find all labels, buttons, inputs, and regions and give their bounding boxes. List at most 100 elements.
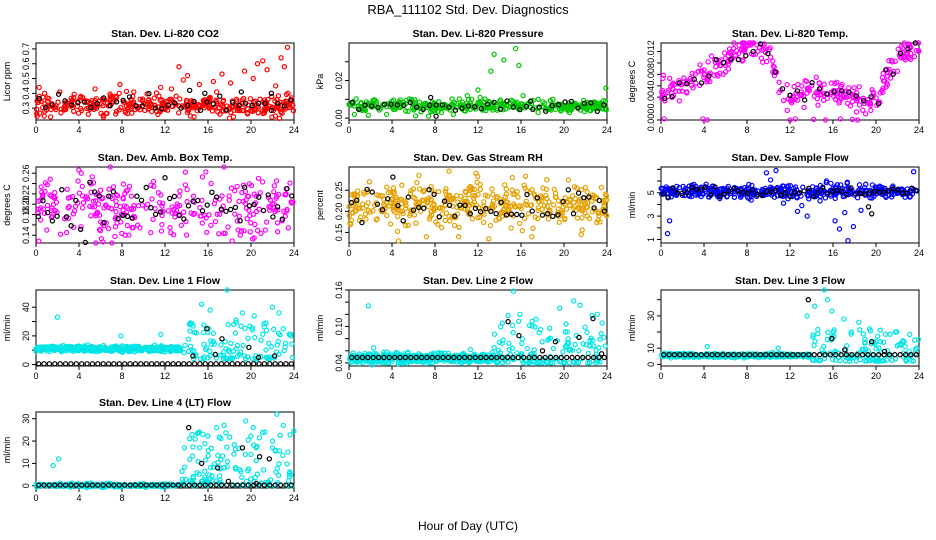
reference-point	[842, 347, 848, 353]
data-point	[865, 356, 872, 363]
reference-point	[824, 191, 831, 197]
reference-point	[542, 354, 548, 361]
data-point-outlier	[54, 314, 61, 320]
reference-point	[204, 202, 210, 208]
data-point	[580, 341, 586, 347]
reference-point	[143, 184, 149, 191]
data-point	[88, 213, 94, 219]
reference-point	[354, 354, 360, 361]
data-point	[603, 107, 610, 113]
data-point	[535, 109, 541, 116]
data-point	[139, 202, 146, 208]
data-point	[116, 344, 122, 351]
reference-point	[510, 354, 516, 361]
x-tick-label: 0	[658, 371, 663, 381]
reference-point	[212, 351, 219, 358]
reference-point	[688, 184, 695, 191]
data-points	[658, 167, 920, 244]
data-point	[509, 187, 515, 193]
reference-point	[234, 361, 241, 367]
reference-point	[405, 194, 411, 200]
data-point-outlier	[269, 304, 276, 310]
data-point	[38, 184, 44, 190]
reference-point	[356, 106, 362, 113]
data-point-outlier	[510, 288, 517, 294]
data-point	[46, 345, 52, 351]
data-point	[216, 211, 223, 217]
data-points	[658, 287, 922, 364]
reference-point	[752, 352, 758, 358]
data-point	[358, 99, 364, 106]
y-tick-label: 0.6	[21, 57, 31, 70]
data-point	[735, 50, 742, 57]
data-point	[877, 184, 883, 191]
reference-point	[191, 98, 197, 105]
data-point-outlier	[810, 116, 817, 123]
data-point	[582, 210, 588, 216]
data-point	[475, 99, 481, 106]
reference-point	[555, 101, 562, 108]
data-point	[416, 186, 423, 192]
x-tick-label: 24	[914, 248, 924, 258]
data-point	[713, 187, 719, 193]
x-tick-label: 16	[516, 125, 526, 135]
data-point	[70, 108, 77, 115]
data-point-outlier	[239, 310, 246, 316]
data-point	[660, 75, 666, 82]
data-point	[275, 191, 282, 198]
data-point	[158, 228, 165, 234]
data-point	[909, 358, 915, 364]
data-point-outlier	[176, 63, 182, 70]
reference-point	[134, 193, 140, 199]
data-point	[264, 219, 270, 225]
data-point	[234, 353, 241, 359]
data-point	[241, 228, 247, 234]
data-point	[576, 198, 583, 204]
data-points	[35, 164, 296, 246]
data-point	[862, 111, 869, 117]
data-point	[187, 328, 193, 334]
reference-point	[806, 352, 812, 358]
data-point	[254, 227, 261, 234]
data-point	[576, 206, 583, 212]
reference-point	[773, 352, 780, 358]
data-point	[689, 182, 695, 188]
data-point-outlier	[578, 231, 584, 238]
x-tick-label: 0	[33, 125, 38, 135]
data-point-outlier	[664, 230, 671, 237]
y-tick-label: 3	[646, 214, 656, 219]
data-point	[566, 360, 573, 366]
data-point	[191, 210, 198, 217]
data-point	[703, 181, 709, 187]
data-point	[181, 349, 187, 356]
data-point	[97, 187, 104, 193]
reference-point	[229, 361, 235, 367]
data-point	[365, 200, 371, 206]
data-point	[567, 346, 574, 353]
reference-point	[726, 188, 732, 194]
data-point	[229, 355, 235, 362]
reference-point	[186, 361, 192, 367]
y-tick-label: 10	[646, 343, 656, 353]
data-point	[877, 90, 883, 96]
data-point	[742, 354, 749, 361]
data-point-outlier	[780, 200, 787, 206]
data-point	[820, 90, 827, 97]
reference-point	[162, 174, 168, 181]
data-point	[93, 212, 99, 219]
reference-point	[848, 185, 854, 191]
reference-point	[508, 211, 515, 217]
data-point	[725, 66, 732, 72]
data-point	[908, 50, 914, 57]
data-point-outlier	[157, 331, 164, 338]
data-point	[603, 192, 610, 199]
data-point	[218, 352, 224, 358]
data-point	[94, 103, 100, 110]
reference-point	[721, 60, 727, 66]
data-points	[346, 168, 610, 244]
reference-point	[261, 361, 268, 367]
reference-point	[568, 98, 575, 105]
data-point	[454, 192, 460, 199]
data-point	[519, 227, 526, 234]
reference-point	[498, 199, 504, 205]
